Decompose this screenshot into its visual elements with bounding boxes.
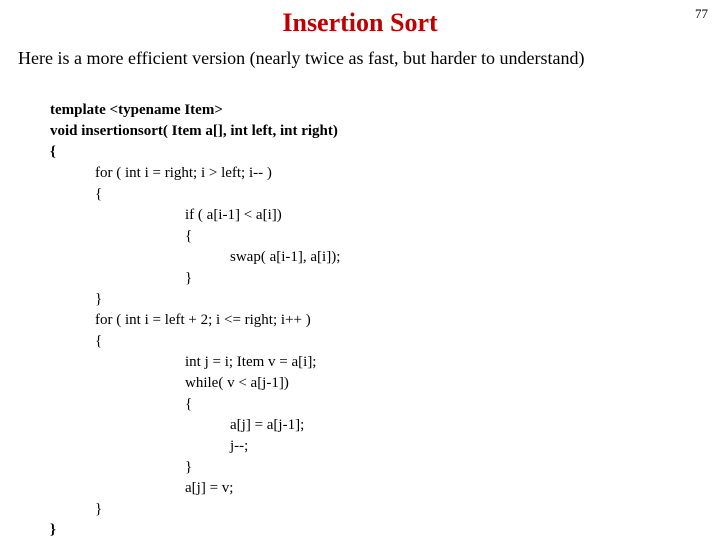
code-line: int j = i; Item v = a[i]; <box>50 354 316 370</box>
code-line: while( v < a[j-1]) <box>50 375 289 391</box>
code-line: { <box>50 333 102 349</box>
code-line: } <box>50 522 56 538</box>
code-line: } <box>50 270 192 286</box>
code-line: a[j] = v; <box>50 480 233 496</box>
code-block: template <typename Item> void insertions… <box>0 79 720 541</box>
description-text: Here is a more efficient version (nearly… <box>0 48 720 79</box>
code-line: if ( a[i-1] < a[i]) <box>50 207 282 223</box>
code-line: } <box>50 501 102 517</box>
code-line: swap( a[i-1], a[i]); <box>50 249 340 265</box>
code-line: { <box>50 228 192 244</box>
code-line: { <box>50 144 56 160</box>
page-number: 77 <box>695 6 708 22</box>
code-line: for ( int i = left + 2; i <= right; i++ … <box>50 312 311 328</box>
code-line: { <box>50 186 102 202</box>
code-line: j--; <box>50 438 248 454</box>
code-line: } <box>50 459 192 475</box>
code-line: for ( int i = right; i > left; i-- ) <box>50 165 272 181</box>
code-line: } <box>50 291 102 307</box>
code-line: template <typename Item> <box>50 102 223 118</box>
code-line: a[j] = a[j-1]; <box>50 417 304 433</box>
page-title: Insertion Sort <box>0 0 720 48</box>
code-line: { <box>50 396 192 412</box>
code-line: void insertionsort( Item a[], int left, … <box>50 123 338 139</box>
